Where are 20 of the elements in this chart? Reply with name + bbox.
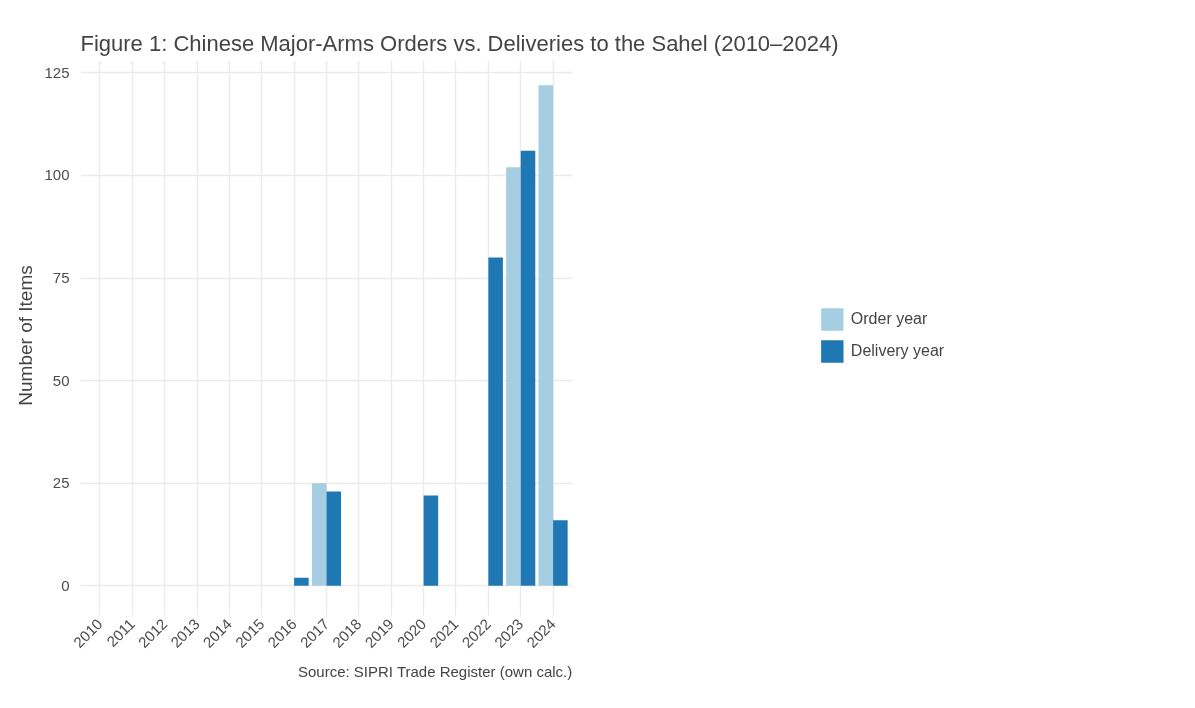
bar: [520, 150, 536, 586]
bar: [506, 167, 521, 586]
y-tick-label: 125: [44, 63, 70, 81]
bar: [488, 257, 503, 586]
legend-label: Order year: [850, 310, 928, 328]
legend-label: Delivery year: [850, 342, 945, 360]
source-note: Source: SIPRI Trade Register (own calc.): [297, 662, 573, 680]
bar: [311, 483, 327, 586]
chart-title: Figure 1: Chinese Major-Arms Orders vs. Deliveries to the Sahel (2010–2024): [80, 30, 839, 56]
bar: [538, 85, 554, 586]
y-axis-title: Number of Items: [15, 265, 37, 406]
y-tick-label: 50: [52, 371, 70, 389]
bar: [553, 520, 568, 586]
y-tick-label: 100: [44, 166, 70, 184]
y-tick-label: 75: [52, 269, 70, 287]
bar: [423, 495, 439, 586]
y-tick-label: 25: [52, 474, 70, 492]
bar: [326, 491, 342, 586]
bar: [294, 577, 309, 586]
y-tick-label: 0: [61, 576, 70, 594]
